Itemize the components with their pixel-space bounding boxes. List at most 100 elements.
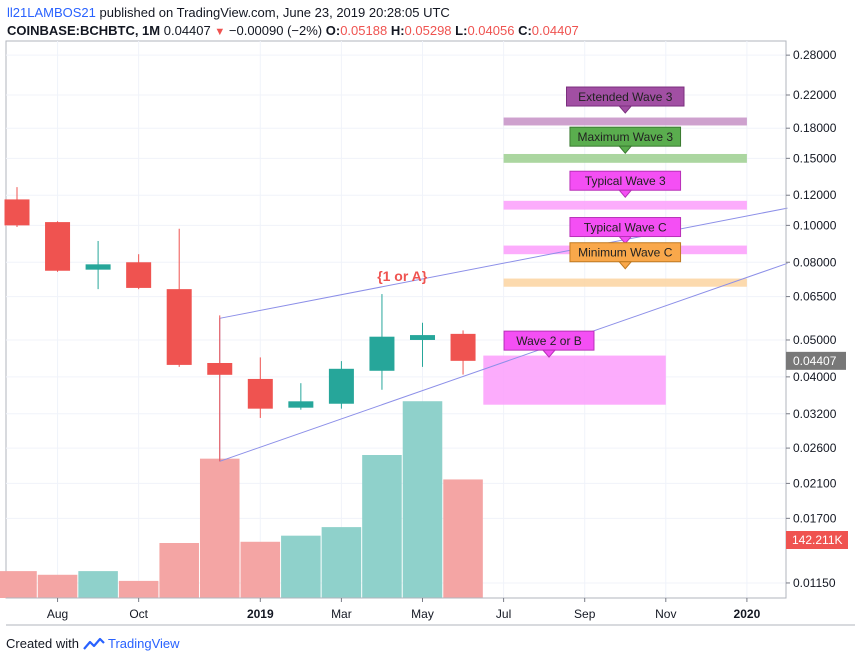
volume-bar [37,574,78,598]
y-tick-label: 0.06500 [793,290,837,304]
x-tick-label: Mar [331,607,352,621]
volume-bar [118,580,159,598]
callout-label: Minimum Wave C [578,246,673,260]
band-callout: Extended Wave 3 [566,86,685,114]
y-tick-label: 0.02600 [793,441,837,455]
band-callout: Maximum Wave 3 [569,126,682,154]
trendline [219,207,788,319]
author-link[interactable]: ll21LAMBOS21 [7,5,96,20]
y-tick-label: 0.03200 [793,407,837,421]
x-tick-label: Aug [47,607,68,621]
callout-pointer [618,261,633,270]
y-tick-label: 0.08000 [793,255,837,269]
target-band [483,355,666,405]
candle-body [450,333,476,361]
candle-body [207,362,233,375]
band-callout: Minimum Wave C [569,242,682,270]
y-tick-label: 0.01150 [793,576,836,590]
volume-bar [402,401,443,598]
created-with-text: Created with [6,636,79,651]
candle-body [369,336,395,371]
volume-tag-label: 142.211K [792,533,843,547]
x-tick-label: Oct [129,607,148,621]
published-text: published on TradingView.com, June 23, 2… [99,5,450,20]
tradingview-brand[interactable]: TradingView [83,636,180,651]
x-tick-label: May [411,607,434,621]
y-tick-label: 0.18000 [793,121,837,135]
callout-label: Maximum Wave 3 [577,130,673,144]
candle-body [328,368,354,404]
volume-tag [786,531,848,549]
last-price-label: 0.04407 [793,354,837,368]
volume-bar [0,571,37,598]
callout-label: Typical Wave C [584,221,667,235]
callout-label: Extended Wave 3 [578,90,673,104]
target-band [503,153,747,163]
close-label: C: [518,23,532,38]
candle-body [288,401,314,408]
x-tick-label: Jul [496,607,511,621]
y-tick-label: 0.22000 [793,88,837,102]
high-label: H: [390,23,405,38]
y-tick-label: 0.01700 [793,511,837,525]
trendline [219,262,788,462]
candle-body [45,222,71,271]
candle-body [85,264,111,270]
last-price: 0.04407 [163,23,211,38]
y-tick-label: 0.04000 [793,370,837,384]
band-callout: Typical Wave C [569,217,682,245]
target-band [503,278,747,287]
target-band [503,200,747,210]
y-tick-label: 0.02100 [793,476,837,490]
x-tick-label: Nov [655,607,676,621]
candle-body [247,378,273,409]
callout-pointer [618,145,633,154]
tradingview-logo-icon [83,637,105,650]
callout-pointer [618,236,633,245]
x-tick-label: Sep [574,607,596,621]
volume-bar [240,541,281,598]
candle-body [410,335,435,340]
volume-bar [199,458,240,598]
chart-header: ll21LAMBOS21 published on TradingView.co… [7,4,579,41]
last-price-tag [786,351,846,370]
y-tick-label: 0.28000 [793,48,837,62]
symbol-ohlc-row: COINBASE:BCHBTC, 1M 0.04407 ▼ −0.00090 (… [7,22,579,41]
volume-bar [321,527,362,598]
brand-label: TradingView [107,636,180,651]
open-value: 0.05188 [340,23,388,38]
high-value: 0.05298 [404,23,452,38]
target-band [503,117,747,126]
callout-pointer [618,189,633,198]
down-arrow-icon: ▼ [214,26,226,38]
price-change: −0.00090 (−2%) [228,23,323,38]
candle-body [4,199,30,226]
low-value: 0.04056 [467,23,515,38]
y-tick-label: 0.12000 [793,188,837,202]
callout-pointer [618,105,633,114]
x-tick-label: 2019 [247,607,274,621]
candle-body [166,289,192,365]
callout-pointer [541,349,557,358]
callout-label: Wave 2 or B [516,334,582,348]
footer: Created with TradingView [6,636,180,651]
candle-body [126,262,152,288]
y-tick-label: 0.15000 [793,151,837,165]
open-label: O: [325,23,341,38]
y-tick-label: 0.05000 [793,333,837,347]
volume-bar [281,535,321,598]
volume-bar [78,571,118,598]
wave-annotation: {1 or A} [377,268,428,284]
band-callout: Typical Wave 3 [569,170,682,198]
low-label: L: [455,23,468,38]
close-value: 0.04407 [531,23,579,38]
callout-label: Typical Wave 3 [585,174,666,188]
y-tick-label: 0.10000 [793,218,837,232]
volume-bar [362,455,402,598]
volume-bar [443,479,483,598]
symbol-label: COINBASE:BCHBTC, 1M [7,23,161,38]
band-callout: Wave 2 or B [503,330,595,358]
volume-bar [159,543,199,598]
x-tick-label: 2020 [734,607,761,621]
